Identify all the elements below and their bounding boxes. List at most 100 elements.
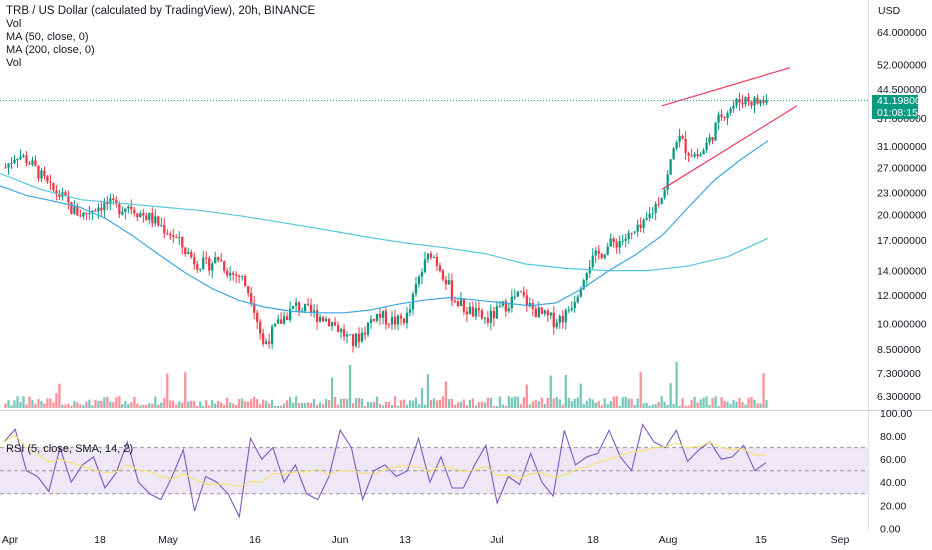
volume-bar xyxy=(160,402,163,408)
volume-bar xyxy=(345,398,349,408)
candle-body xyxy=(597,250,600,254)
current-price-value: 41.198007 xyxy=(877,95,927,107)
candle-body xyxy=(687,153,690,156)
candle-body xyxy=(660,197,663,205)
candle-body xyxy=(375,313,379,321)
volume-bar xyxy=(106,396,109,408)
candle-body xyxy=(600,253,603,258)
volume-bar xyxy=(486,397,490,408)
volume-bar xyxy=(76,402,79,408)
volume-bar xyxy=(253,396,256,408)
volume-bar xyxy=(250,398,253,408)
volume-bar xyxy=(723,400,726,408)
candle-body xyxy=(489,310,493,323)
volume-bar xyxy=(49,398,52,408)
volume-bar xyxy=(537,401,540,408)
volume-bar xyxy=(58,383,61,408)
wedge-upper-line xyxy=(661,67,791,107)
wedge-lower-line xyxy=(661,105,798,190)
candle-body xyxy=(238,275,241,278)
volume-bar xyxy=(169,400,172,408)
volume-bar xyxy=(414,397,418,408)
volume-bar xyxy=(354,398,358,408)
candle-body xyxy=(423,259,427,273)
candle-body xyxy=(372,319,376,321)
candle-body xyxy=(378,313,382,318)
candle-body xyxy=(181,236,184,248)
volume-bar xyxy=(67,403,70,408)
volume-bar xyxy=(274,405,277,408)
volume-bar xyxy=(516,396,519,408)
candle-body xyxy=(25,155,28,164)
volume-bar xyxy=(411,400,415,408)
candle-body xyxy=(321,317,325,322)
candle-body xyxy=(747,96,750,102)
volume-bar xyxy=(52,402,55,408)
candle-body xyxy=(327,318,331,327)
candle-body xyxy=(756,97,759,104)
rsi-legend[interactable]: RSI (5, close, SMA, 14, 2) xyxy=(6,443,134,455)
volume-bar xyxy=(339,398,343,408)
legend-ma50[interactable]: MA (50, close, 0) xyxy=(6,31,89,43)
candle-body xyxy=(648,213,651,219)
volume-bar xyxy=(217,401,220,408)
volume-bar xyxy=(384,401,388,408)
volume-bar xyxy=(294,396,298,408)
volume-bar xyxy=(489,397,493,408)
candle-body xyxy=(46,176,49,182)
candle-body xyxy=(211,263,214,271)
candle-body xyxy=(139,213,142,218)
volume-bar xyxy=(555,397,558,408)
candle-body xyxy=(22,155,25,157)
price-tick-label: 27.000000 xyxy=(877,163,927,175)
volume-bar xyxy=(199,401,202,408)
volume-bar xyxy=(109,401,112,408)
rsi-ma-line xyxy=(3,434,767,488)
candle-body xyxy=(13,160,16,163)
candle-body xyxy=(396,315,400,325)
candle-body xyxy=(214,257,217,264)
candle-body xyxy=(543,310,546,314)
volume-bar xyxy=(348,365,352,408)
candle-body xyxy=(85,212,88,215)
volume-bar xyxy=(145,404,148,408)
candle-body xyxy=(67,195,70,203)
candle-body xyxy=(519,291,522,293)
volume-bar xyxy=(40,401,43,408)
candle-body xyxy=(630,232,633,234)
candle-body xyxy=(717,114,720,123)
candle-body xyxy=(205,257,208,259)
volume-bar xyxy=(513,396,516,408)
candle-body xyxy=(333,322,337,326)
volume-bar xyxy=(142,404,145,408)
candle-body xyxy=(384,311,388,325)
candle-body xyxy=(438,265,442,271)
volume-bar xyxy=(474,405,478,408)
volume-bar xyxy=(456,402,460,408)
candle-body xyxy=(741,102,744,105)
price-tick-label: 20.000000 xyxy=(877,210,927,222)
candle-body xyxy=(306,303,310,305)
volume-bar xyxy=(43,403,46,408)
volume-bar xyxy=(31,399,34,408)
candle-body xyxy=(184,247,187,255)
candle-body xyxy=(576,296,579,303)
candle-body xyxy=(483,317,487,319)
candle-body xyxy=(735,99,738,106)
volume-bar xyxy=(25,404,28,408)
volume-bar xyxy=(495,405,498,408)
legend-vol[interactable]: Vol xyxy=(6,18,22,30)
legend-vol-2[interactable]: Vol xyxy=(6,57,22,69)
volume-bar xyxy=(360,398,364,408)
volume-bar xyxy=(621,397,624,408)
current-price-tag: 41.198007 01:08:15 xyxy=(872,95,927,119)
volume-bar xyxy=(726,401,729,408)
candle-body xyxy=(271,326,274,344)
volume-bar xyxy=(375,396,379,408)
candle-body xyxy=(750,101,753,106)
candle-body xyxy=(726,112,729,119)
volume-bar xyxy=(681,398,684,408)
candle-body xyxy=(633,231,636,233)
legend-ma200[interactable]: MA (200, close, 0) xyxy=(6,44,95,56)
candle-body xyxy=(235,274,238,276)
